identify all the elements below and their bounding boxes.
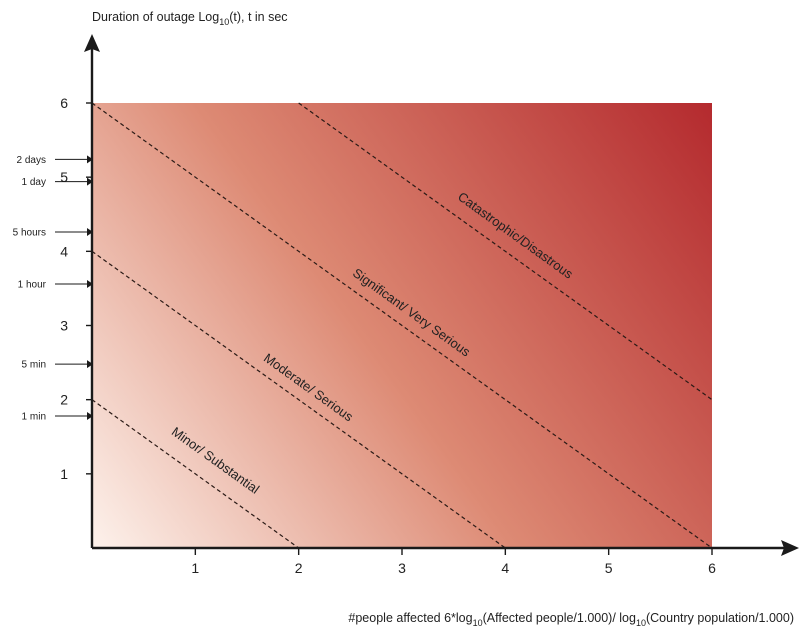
y-axis-title: Duration of outage Log10(t), t in sec <box>92 10 288 27</box>
threshold-line <box>91 399 300 549</box>
y-tick-label: 1 <box>60 466 68 482</box>
x-ticks: 1 2 3 4 5 6 <box>191 548 716 576</box>
y-axis-arrow-icon <box>84 34 100 52</box>
time-marker-label: 5 hours <box>13 228 46 239</box>
time-marker-arrow-icon <box>87 360 93 369</box>
time-marker-arrow-icon <box>87 228 93 237</box>
time-marker-label: 1 min <box>22 411 46 422</box>
threshold-line <box>91 250 506 549</box>
time-marker-label: 1 day <box>22 177 46 188</box>
time-marker-arrow-icon <box>87 177 93 186</box>
x-tick-label: 6 <box>708 560 716 576</box>
threshold-line <box>298 102 713 401</box>
threshold-line <box>91 102 713 549</box>
x-tick-label: 5 <box>605 560 613 576</box>
y-ticks: 1 2 3 4 5 6 <box>60 95 92 482</box>
time-marker-label: 1 hour <box>18 279 47 290</box>
x-tick-label: 2 <box>295 560 303 576</box>
time-marker-arrow-icon <box>87 279 93 288</box>
y-tick-label: 3 <box>60 318 68 334</box>
x-axis-arrow-icon <box>781 540 799 556</box>
x-tick-label: 3 <box>398 560 406 576</box>
x-tick-label: 4 <box>501 560 509 576</box>
threshold-lines <box>91 102 713 549</box>
time-marker-arrow-icon <box>87 411 93 420</box>
y-tick-label: 5 <box>60 169 68 185</box>
time-marker-label: 2 days <box>17 155 46 166</box>
x-tick-label: 1 <box>191 560 199 576</box>
y-tick-label: 2 <box>60 392 68 408</box>
x-axis-title: #people affected 6*log10(Affected people… <box>348 611 794 628</box>
time-marker-label: 5 min <box>22 360 46 371</box>
time-marker-arrow-icon <box>87 155 93 164</box>
time-markers: 1 min 5 min 1 hour 5 hours 1 day 2 days <box>13 155 93 422</box>
y-tick-label: 6 <box>60 95 68 111</box>
y-tick-label: 4 <box>60 243 68 259</box>
